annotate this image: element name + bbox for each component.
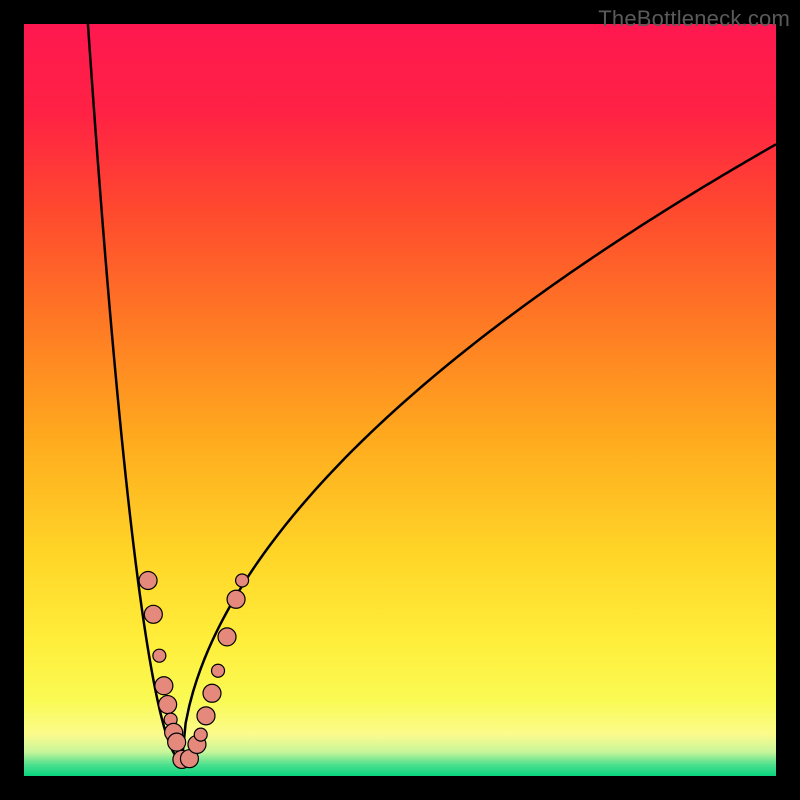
- data-marker: [212, 664, 225, 677]
- data-marker: [168, 733, 186, 751]
- data-marker: [139, 571, 157, 589]
- data-marker: [227, 590, 245, 608]
- data-marker: [218, 628, 236, 646]
- watermark-text: TheBottleneck.com: [598, 6, 790, 32]
- data-marker: [159, 696, 177, 714]
- data-marker: [144, 605, 162, 623]
- data-marker: [153, 649, 166, 662]
- gradient-background: [24, 24, 776, 776]
- data-marker: [197, 707, 215, 725]
- data-marker: [203, 684, 221, 702]
- plot-svg: [0, 0, 800, 800]
- chart-root: TheBottleneck.com: [0, 0, 800, 800]
- data-marker: [194, 728, 207, 741]
- data-marker: [155, 677, 173, 695]
- data-marker: [236, 574, 249, 587]
